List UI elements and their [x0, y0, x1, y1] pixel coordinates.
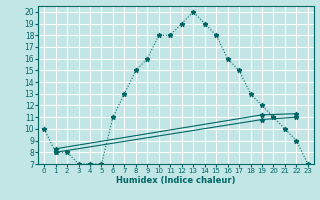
X-axis label: Humidex (Indice chaleur): Humidex (Indice chaleur)	[116, 176, 236, 185]
